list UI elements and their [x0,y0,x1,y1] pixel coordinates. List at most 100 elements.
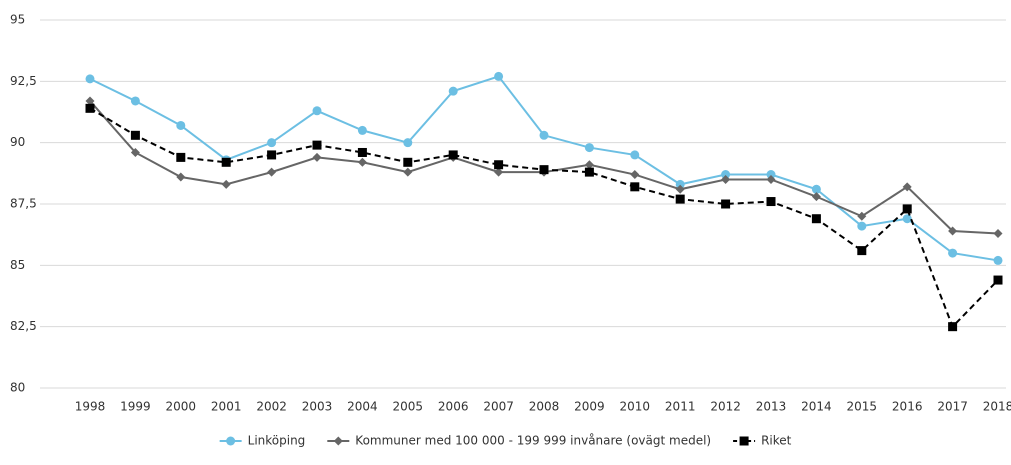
point [675,179,685,189]
point [130,130,140,140]
legend-label: Linköping [248,434,306,448]
y-tick-label: 92,5 [10,74,37,88]
point [857,246,867,256]
point [494,71,504,81]
point [766,174,776,184]
point [948,248,958,258]
point [267,167,277,177]
point [630,182,640,192]
y-tick-label: 80 [10,381,25,395]
point [221,179,231,189]
point [857,211,867,221]
x-tick-label: 2013 [756,400,787,414]
point [675,194,685,204]
point [766,197,776,207]
point [993,255,1003,265]
x-tick-label: 2014 [801,400,832,414]
point [494,160,504,170]
point [630,170,640,180]
point [448,150,458,160]
point [85,103,95,113]
point [267,138,277,148]
point [584,143,594,153]
point [403,167,413,177]
x-tick-label: 2018 [983,400,1011,414]
point [948,322,958,332]
point [857,221,867,231]
point [721,170,731,180]
point [539,130,549,140]
point [403,138,413,148]
x-tick-label: 2002 [256,400,287,414]
x-tick-label: 1999 [120,400,151,414]
legend-item: Riket [733,434,792,448]
point [312,152,322,162]
point [130,96,140,106]
y-tick-label: 90 [10,135,25,149]
point [721,174,731,184]
x-tick-label: 2011 [665,400,696,414]
legend-item: Kommuner med 100 000 - 199 999 invånare … [327,434,711,448]
point [766,170,776,180]
x-tick-label: 2007 [483,400,514,414]
x-tick-label: 2008 [529,400,560,414]
point [902,214,912,224]
point [675,184,685,194]
x-tick-label: 2017 [937,400,968,414]
series [85,71,1003,265]
point [630,150,640,160]
x-tick-label: 2010 [620,400,651,414]
legend-marker [333,436,343,446]
x-tick-label: 2005 [393,400,424,414]
y-tick-label: 85 [10,258,25,272]
point [584,160,594,170]
point [494,167,504,177]
point [811,214,821,224]
point [993,228,1003,238]
point [176,152,186,162]
point [584,167,594,177]
x-tick-label: 2012 [710,400,741,414]
x-tick-label: 2006 [438,400,469,414]
point [721,199,731,209]
x-tick-label: 2009 [574,400,605,414]
x-tick-label: 2004 [347,400,378,414]
y-tick-label: 95 [10,13,25,27]
point [993,275,1003,285]
point [539,165,549,175]
point [130,147,140,157]
point [176,172,186,182]
y-tick-label: 87,5 [10,197,37,211]
x-tick-label: 1998 [75,400,106,414]
point [448,86,458,96]
point [85,96,95,106]
legend-marker [739,436,749,446]
point [902,204,912,214]
point [811,192,821,202]
x-tick-label: 2000 [166,400,197,414]
point [403,157,413,167]
point [85,74,95,84]
legend-label: Kommuner med 100 000 - 199 999 invånare … [355,434,711,448]
point [312,106,322,116]
point [902,182,912,192]
point [357,125,367,135]
point [948,226,958,236]
point [357,157,367,167]
legend-item: Linköping [219,434,306,448]
point [312,140,322,150]
y-tick-label: 82,5 [10,319,37,333]
x-tick-label: 2003 [302,400,333,414]
legend-marker [226,436,236,446]
point [267,150,277,160]
point [811,184,821,194]
point [221,157,231,167]
legend-label: Riket [761,434,792,448]
series [85,103,1003,332]
x-tick-label: 2016 [892,400,923,414]
x-tick-label: 2001 [211,400,242,414]
point [357,147,367,157]
point [176,120,186,130]
x-tick-label: 2015 [847,400,878,414]
